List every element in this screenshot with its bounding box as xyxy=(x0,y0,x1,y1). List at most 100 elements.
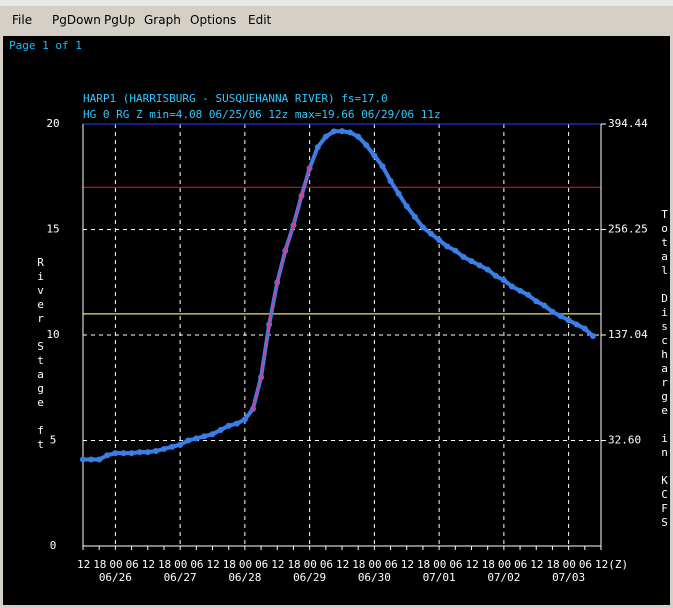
data-point xyxy=(581,325,588,332)
page-label: Page 1 of 1 xyxy=(9,39,82,52)
menu-edit[interactable]: Edit xyxy=(248,13,272,27)
x-tick-label: 12 xyxy=(530,558,543,571)
x-tick-label: 00 xyxy=(239,558,252,571)
x-tick-label: 12 xyxy=(401,558,414,571)
x-tick-label: 18 xyxy=(158,558,171,571)
data-point xyxy=(492,272,499,279)
x-tick-label: 00 xyxy=(109,558,122,571)
x-tick-label: 12 xyxy=(271,558,284,571)
x-tick-label: 18 xyxy=(223,558,236,571)
x-date-label: 06/26 xyxy=(99,571,132,584)
x-date-label: 07/02 xyxy=(487,571,520,584)
x-tick-label: 12(Z) xyxy=(595,558,628,571)
data-point xyxy=(169,443,176,450)
x-tick-label: 12 xyxy=(466,558,479,571)
data-point xyxy=(355,133,362,140)
data-point xyxy=(307,166,312,171)
data-point xyxy=(573,321,580,328)
x-tick-label: 12 xyxy=(336,558,349,571)
x-date-label: 07/03 xyxy=(552,571,585,584)
x-date-label: 06/28 xyxy=(228,571,261,584)
data-point xyxy=(225,422,232,429)
x-tick-label: 18 xyxy=(352,558,365,571)
y2-tick-label: 394.44 xyxy=(608,117,648,130)
x-tick-label: 06 xyxy=(385,558,398,571)
series-line xyxy=(252,168,311,410)
data-point xyxy=(484,266,491,273)
x-tick-label: 18 xyxy=(93,558,106,571)
data-point xyxy=(201,433,208,440)
y-tick-label: 5 xyxy=(50,434,57,447)
data-point xyxy=(411,213,418,220)
x-tick-label: 00 xyxy=(368,558,381,571)
data-point xyxy=(160,445,167,452)
x-tick-label: 18 xyxy=(546,558,559,571)
data-point xyxy=(403,203,410,210)
data-point xyxy=(395,190,402,197)
menu-graph[interactable]: Graph xyxy=(144,13,181,27)
x-date-label: 06/27 xyxy=(164,571,197,584)
x-tick-label: 18 xyxy=(287,558,300,571)
data-point xyxy=(363,142,370,149)
data-point xyxy=(476,262,483,269)
x-tick-label: 00 xyxy=(433,558,446,571)
data-point xyxy=(217,426,224,433)
menu-pgup[interactable]: PgUp xyxy=(104,13,136,27)
data-point xyxy=(517,287,524,294)
data-point xyxy=(128,450,135,457)
chart-title: HARP1 (HARRISBURG - SUSQUEHANNA RIVER) f… xyxy=(83,92,388,105)
y-tick-label: 15 xyxy=(46,223,59,236)
x-date-label: 07/01 xyxy=(423,571,456,584)
y2-tick-label: 256.25 xyxy=(608,223,648,236)
data-point xyxy=(266,322,272,327)
data-point xyxy=(525,291,532,298)
data-point xyxy=(152,448,159,455)
data-point xyxy=(468,258,475,265)
y-tick-label: 20 xyxy=(46,117,59,130)
data-point xyxy=(330,128,337,135)
data-point xyxy=(120,450,127,457)
data-point xyxy=(185,437,192,444)
data-point xyxy=(428,230,435,237)
data-point xyxy=(291,223,296,228)
data-point xyxy=(88,456,95,463)
data-point xyxy=(460,253,467,260)
x-tick-label: 06 xyxy=(255,558,268,571)
data-point xyxy=(379,163,386,170)
chart-subtitle: HG 0 RG Z min=4.08 06/25/06 12z max=19.6… xyxy=(83,108,441,121)
data-point xyxy=(258,375,264,380)
data-point xyxy=(549,308,556,315)
data-point xyxy=(136,449,143,456)
menu-file[interactable]: File xyxy=(12,13,33,27)
x-tick-label: 06 xyxy=(320,558,333,571)
menu-bar: File PgDown PgUp Graph Options Edit xyxy=(0,0,673,36)
x-date-label: 06/30 xyxy=(358,571,391,584)
x-tick-label: 06 xyxy=(514,558,527,571)
y-axis-label: River Stage ft xyxy=(34,256,47,452)
y-tick-label: 0 xyxy=(50,539,57,552)
menu-pgdown[interactable]: PgDown xyxy=(52,13,101,27)
data-point xyxy=(565,317,572,324)
data-point xyxy=(500,277,507,284)
x-tick-label: 06 xyxy=(190,558,203,571)
data-point xyxy=(347,129,354,136)
x-tick-label: 00 xyxy=(563,558,576,571)
data-point xyxy=(557,313,564,320)
data-point xyxy=(508,283,515,290)
x-tick-label: 06 xyxy=(579,558,592,571)
data-point xyxy=(96,456,103,463)
graph-window: Page 1 of 1 HARP1 (HARRISBURG - SUSQUEHA… xyxy=(3,36,671,605)
y-tick-label: 10 xyxy=(46,328,59,341)
x-tick-label: 18 xyxy=(417,558,430,571)
data-point xyxy=(444,243,451,250)
x-tick-label: 00 xyxy=(304,558,317,571)
data-point xyxy=(533,298,540,305)
x-tick-label: 18 xyxy=(482,558,495,571)
x-tick-label: 12 xyxy=(142,558,155,571)
series-line xyxy=(83,129,595,462)
data-point xyxy=(371,152,378,159)
data-point xyxy=(80,456,86,463)
y2-axis-label: Total Discharge in KCFS xyxy=(658,208,671,530)
menu-options[interactable]: Options xyxy=(190,13,237,27)
